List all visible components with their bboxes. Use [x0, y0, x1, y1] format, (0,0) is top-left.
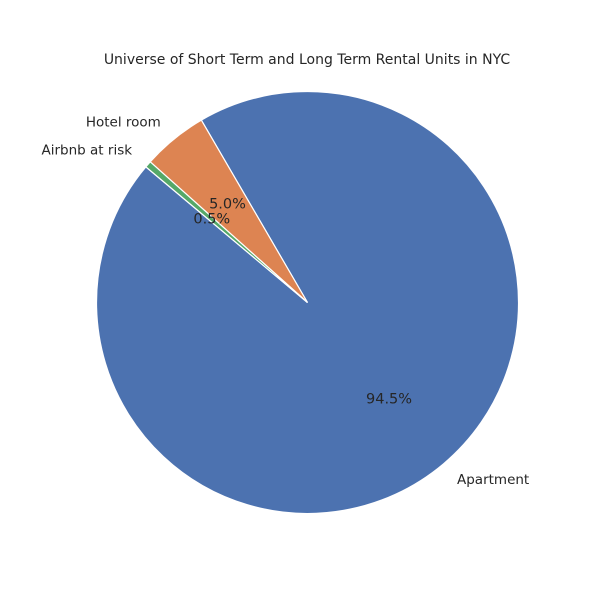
pie-labels: Apartment Hotel room Airbnb at risk — [42, 115, 530, 488]
chart-title: Universe of Short Term and Long Term Ren… — [104, 52, 511, 68]
pie-percent-apartment: 94.5% — [366, 391, 412, 407]
pie-percent-airbnb-at-risk: 0.5% — [193, 212, 230, 228]
pie-label-airbnb-at-risk: Airbnb at risk — [42, 143, 133, 159]
pie-percent-hotel-room: 5.0% — [209, 196, 246, 212]
pie-label-apartment: Apartment — [457, 472, 529, 488]
pie-slices — [95, 90, 520, 515]
pie-percent-labels: 94.5% 5.0%0.5% — [193, 196, 412, 407]
pie-label-hotel-room: Hotel room — [86, 115, 161, 131]
pie-slice-airbnb-at-risk — [145, 161, 308, 303]
